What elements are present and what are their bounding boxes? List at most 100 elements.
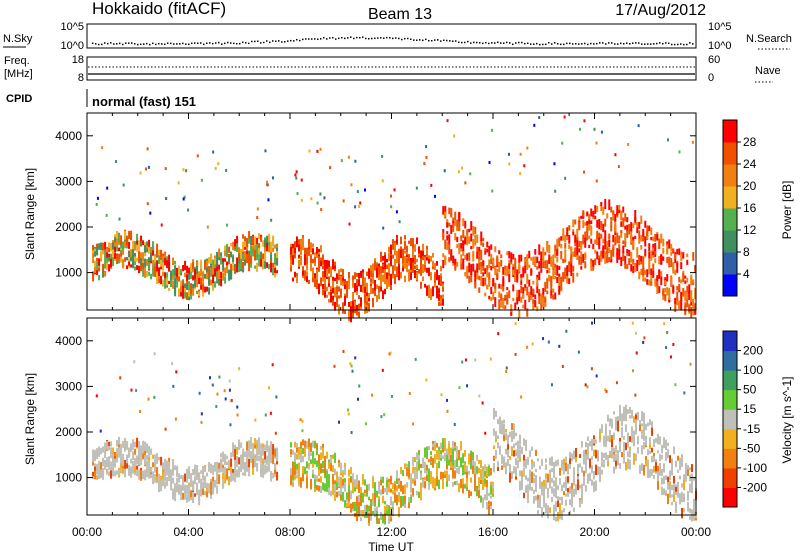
echo-cell xyxy=(394,484,396,491)
echo-cell xyxy=(511,471,513,480)
noise-point xyxy=(623,42,625,45)
noise-right-tick-bottom: 10^0 xyxy=(708,40,732,52)
echo-cell xyxy=(418,452,420,456)
echo-cell xyxy=(312,243,314,248)
time-tick-label: 00:00 xyxy=(681,525,711,539)
echo-cell xyxy=(298,239,300,245)
echo-cell xyxy=(640,215,643,224)
echo-cell xyxy=(613,411,615,415)
echo-cell xyxy=(635,424,637,435)
echo-cell xyxy=(356,283,358,292)
echo-cell xyxy=(635,414,637,420)
echo-cell xyxy=(645,435,647,446)
echo-cell xyxy=(144,469,147,476)
echo-cell xyxy=(268,454,271,461)
echo-cell xyxy=(646,279,649,285)
echo-cell xyxy=(501,420,503,428)
echo-cell xyxy=(394,490,396,494)
echo-cell xyxy=(575,484,577,489)
echo-cell xyxy=(650,275,653,284)
echo-cell xyxy=(544,281,547,292)
echo-cell xyxy=(324,274,326,285)
echo-cell xyxy=(318,256,320,263)
echo-cell xyxy=(642,274,645,282)
echo-cell xyxy=(645,459,647,467)
echo-cell xyxy=(604,198,607,210)
echo-cell xyxy=(627,451,629,458)
echo-cell xyxy=(537,494,539,503)
echo-cell xyxy=(492,257,495,268)
echo-cell xyxy=(490,244,493,250)
echo-cell xyxy=(542,337,545,341)
echo-cell xyxy=(630,264,633,272)
echo-cell xyxy=(302,471,304,482)
echo-cell xyxy=(352,502,354,509)
echo-cell xyxy=(526,260,529,270)
echo-cell xyxy=(172,268,175,276)
echo-cell xyxy=(408,240,410,244)
echo-cell xyxy=(686,285,689,297)
echo-cell xyxy=(424,283,426,288)
echo-cell xyxy=(186,468,189,478)
echo-cell xyxy=(453,134,456,138)
echo-cell xyxy=(126,265,129,270)
echo-cell xyxy=(194,272,197,280)
echo-cell xyxy=(497,467,499,472)
echo-cell xyxy=(208,467,211,472)
echo-cell xyxy=(444,452,446,462)
echo-cell xyxy=(596,230,599,240)
echo-cell xyxy=(136,233,139,244)
echo-cell xyxy=(306,256,308,265)
echo-cell xyxy=(676,262,679,273)
echo-cell xyxy=(332,473,334,479)
echo-cell xyxy=(342,492,344,501)
echo-cell xyxy=(312,272,314,278)
echo-cell xyxy=(446,470,448,482)
echo-cell xyxy=(172,283,175,289)
echo-cell xyxy=(533,497,535,504)
echo-cell xyxy=(264,413,267,417)
echo-cell xyxy=(635,455,637,459)
echo-cell xyxy=(552,288,555,294)
echo-cell xyxy=(316,246,318,254)
echo-cell xyxy=(530,268,533,276)
echo-cell xyxy=(208,266,211,277)
echo-cell xyxy=(593,481,595,493)
echo-cell xyxy=(302,468,304,474)
echo-cell xyxy=(460,261,463,270)
echo-cell xyxy=(680,279,683,284)
echo-cell xyxy=(520,254,523,262)
echo-cell xyxy=(595,439,597,444)
echo-cell xyxy=(581,497,583,504)
echo-cell xyxy=(513,423,515,434)
echo-cell xyxy=(356,304,358,310)
echo-cell xyxy=(360,284,362,292)
echo-cell xyxy=(150,248,153,253)
noise-point xyxy=(356,36,358,39)
echo-cell xyxy=(220,458,223,466)
echo-cell xyxy=(432,260,434,267)
echo-cell xyxy=(688,284,691,294)
echo-cell xyxy=(174,417,177,421)
echo-cell xyxy=(507,434,509,445)
echo-cell xyxy=(653,456,655,462)
echo-cell xyxy=(232,450,235,457)
echo-cell xyxy=(328,291,330,295)
echo-cell xyxy=(134,448,137,455)
echo-cell xyxy=(558,265,561,270)
echo-cell xyxy=(454,481,456,485)
echo-cell xyxy=(234,456,237,467)
echo-cell xyxy=(134,240,137,251)
echo-cell xyxy=(102,242,105,251)
noise-point xyxy=(638,42,640,44)
echo-cell xyxy=(536,266,539,270)
echo-cell xyxy=(254,265,257,269)
echo-cell xyxy=(559,497,561,501)
echo-cell xyxy=(310,263,312,272)
echo-cell xyxy=(204,261,207,270)
echo-cell xyxy=(661,468,663,477)
echo-cell xyxy=(548,274,551,281)
echo-cell xyxy=(655,462,657,472)
echo-cell xyxy=(308,452,310,461)
echo-cell xyxy=(100,251,103,260)
